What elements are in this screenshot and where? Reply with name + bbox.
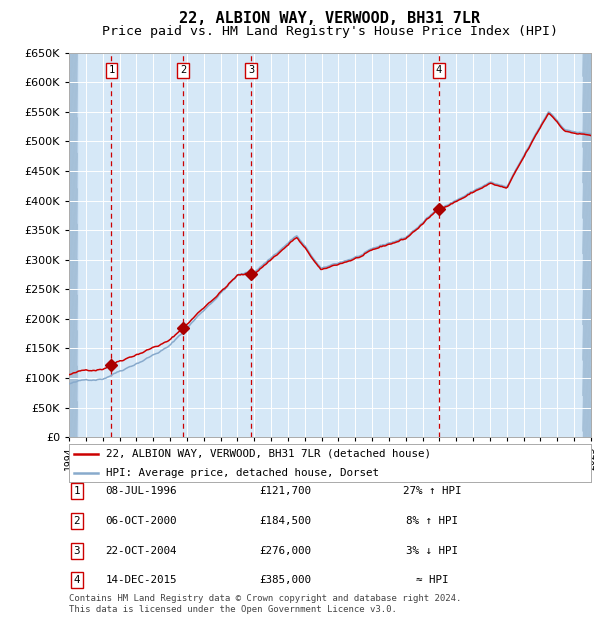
Text: 4: 4: [436, 66, 442, 76]
Text: £385,000: £385,000: [259, 575, 311, 585]
Text: £276,000: £276,000: [259, 546, 311, 556]
Text: ≈ HPI: ≈ HPI: [416, 575, 448, 585]
Text: 1: 1: [74, 486, 80, 496]
Text: 27% ↑ HPI: 27% ↑ HPI: [403, 486, 461, 496]
Text: 22, ALBION WAY, VERWOOD, BH31 7LR: 22, ALBION WAY, VERWOOD, BH31 7LR: [179, 11, 481, 26]
Text: 3% ↓ HPI: 3% ↓ HPI: [406, 546, 458, 556]
Text: 8% ↑ HPI: 8% ↑ HPI: [406, 516, 458, 526]
Text: 22-OCT-2004: 22-OCT-2004: [105, 546, 177, 556]
Text: £184,500: £184,500: [259, 516, 311, 526]
Text: HPI: Average price, detached house, Dorset: HPI: Average price, detached house, Dors…: [106, 467, 379, 478]
Text: 2: 2: [180, 66, 186, 76]
Text: Price paid vs. HM Land Registry's House Price Index (HPI): Price paid vs. HM Land Registry's House …: [102, 25, 558, 38]
Text: 3: 3: [248, 66, 254, 76]
Text: 22, ALBION WAY, VERWOOD, BH31 7LR (detached house): 22, ALBION WAY, VERWOOD, BH31 7LR (detac…: [106, 448, 431, 459]
Text: 4: 4: [74, 575, 80, 585]
Text: 2: 2: [74, 516, 80, 526]
Text: 1: 1: [109, 66, 115, 76]
Text: 3: 3: [74, 546, 80, 556]
Text: 06-OCT-2000: 06-OCT-2000: [105, 516, 177, 526]
Text: 14-DEC-2015: 14-DEC-2015: [105, 575, 177, 585]
Text: Contains HM Land Registry data © Crown copyright and database right 2024.
This d: Contains HM Land Registry data © Crown c…: [69, 595, 461, 614]
Text: £121,700: £121,700: [259, 486, 311, 496]
Text: 08-JUL-1996: 08-JUL-1996: [105, 486, 177, 496]
